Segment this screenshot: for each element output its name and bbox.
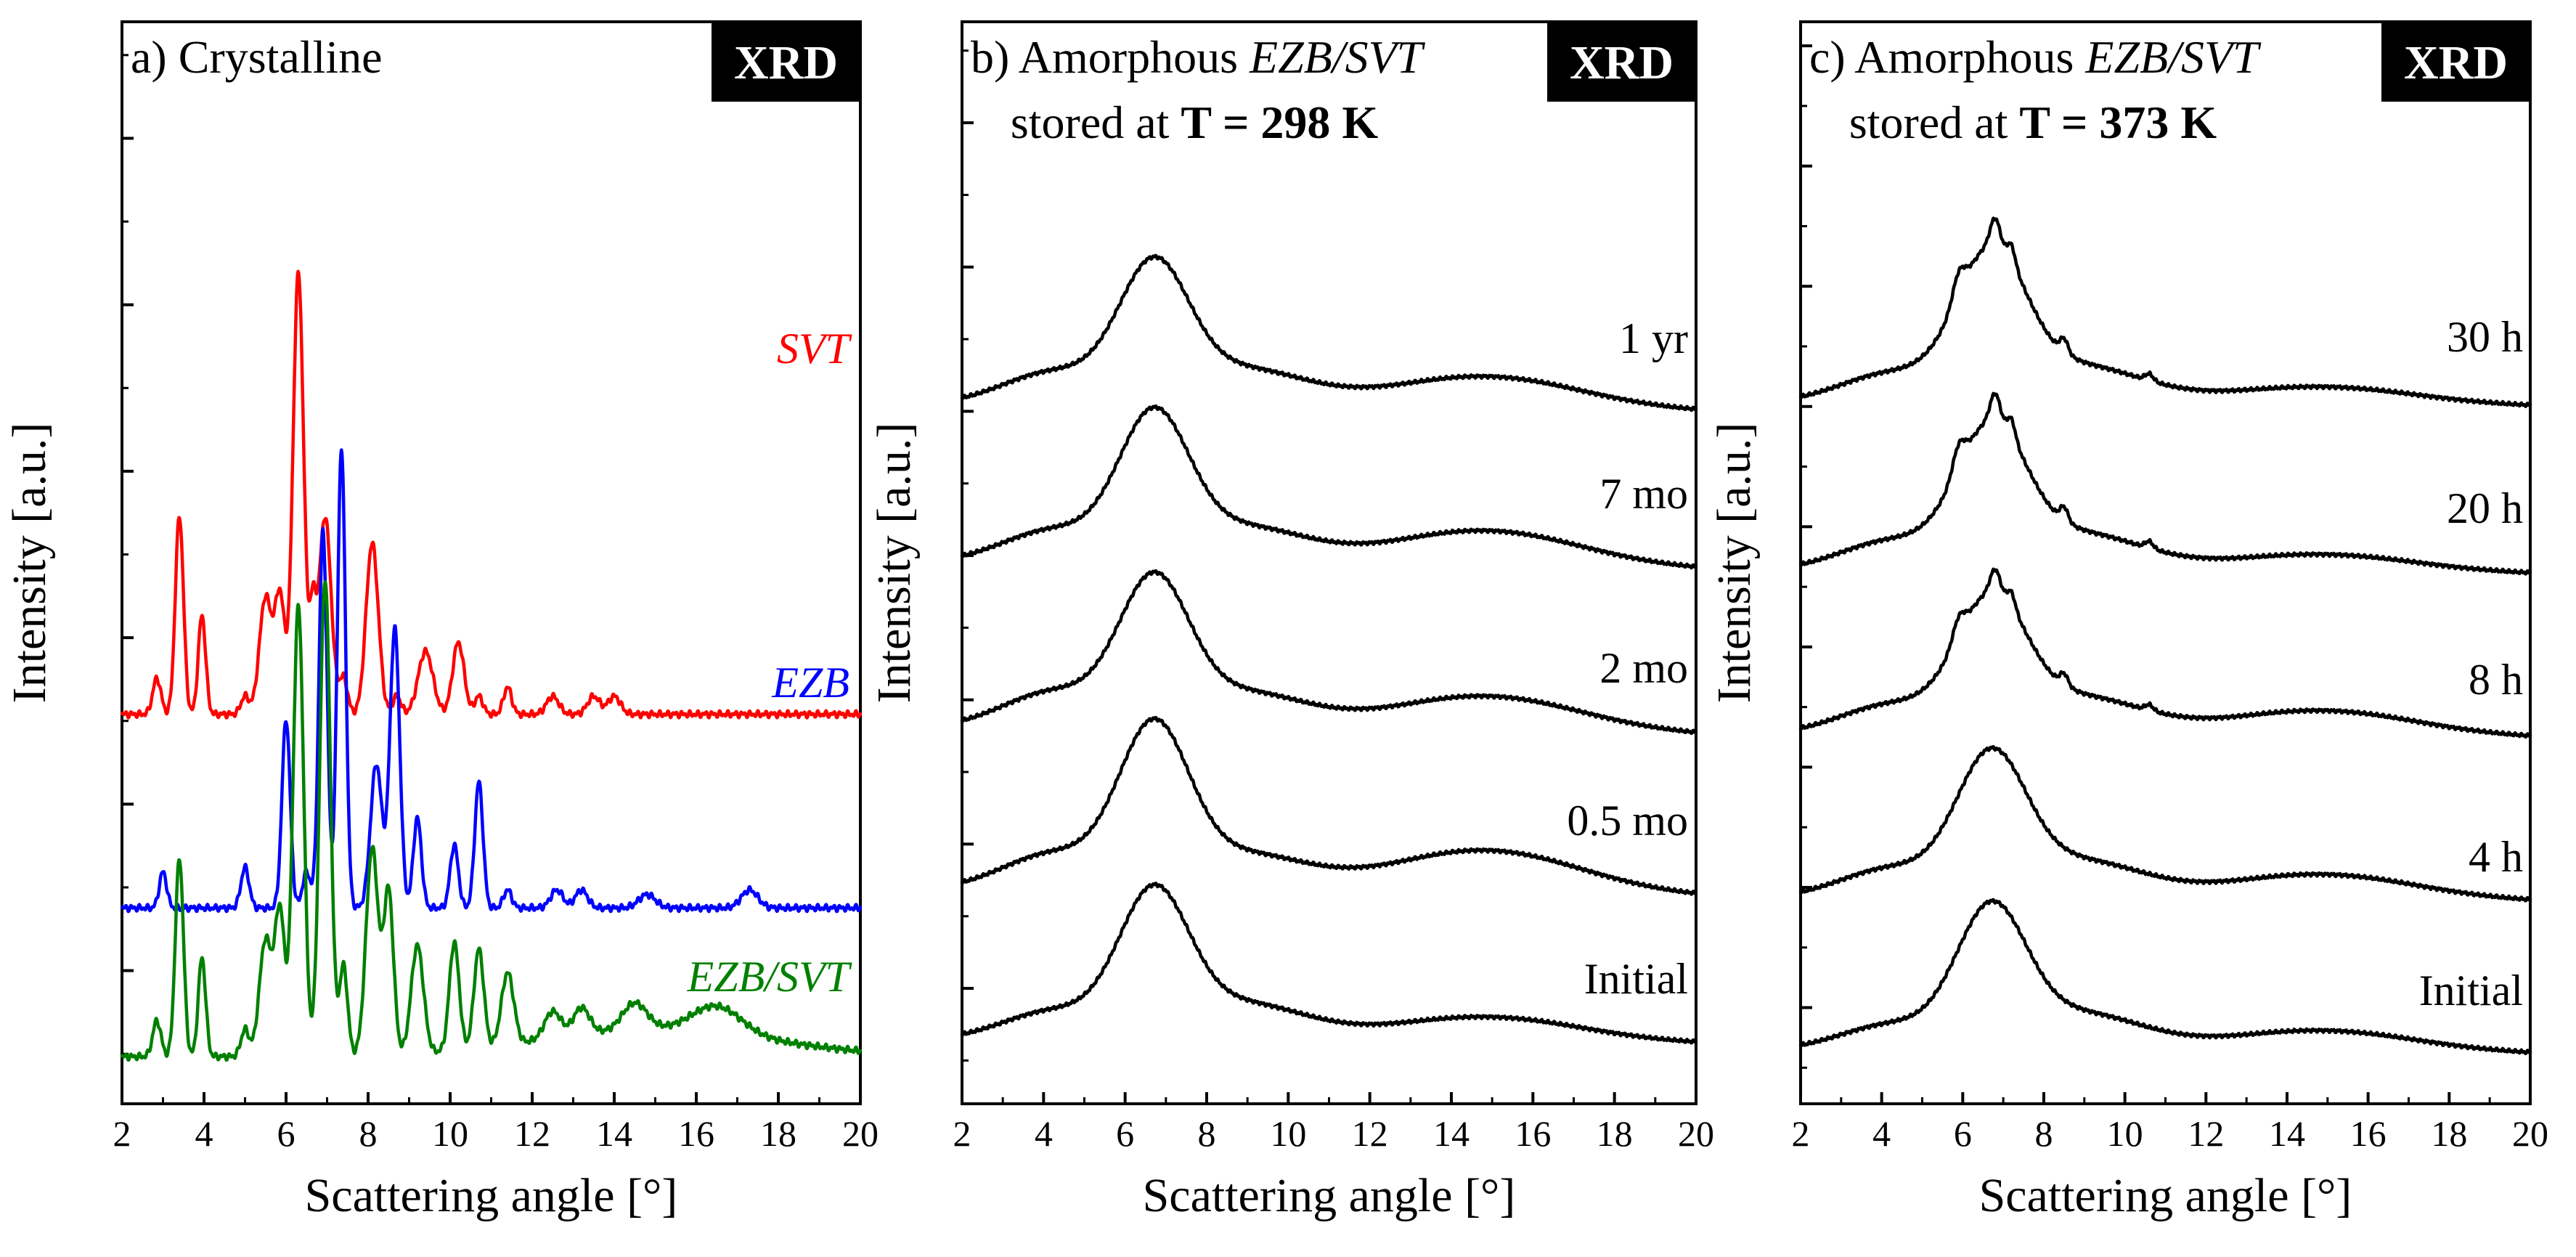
series-label: Initial [1584, 955, 1688, 1003]
series-label: 0.5 mo [1567, 797, 1688, 845]
x-tick-label: 10 [2107, 1113, 2143, 1154]
x-tick-label: 2 [1792, 1113, 1810, 1154]
series-line-initial [960, 882, 1698, 1045]
y-axis-title: Intensity [a.u.] [1708, 423, 1761, 704]
x-axis-title: Scattering angle [°] [305, 1169, 678, 1222]
series-line-ezb-svt [120, 580, 863, 1062]
series-line-7-mo [960, 404, 1698, 570]
x-tick-label: 20 [1678, 1113, 1714, 1154]
series-label: 30 h [2447, 313, 2523, 361]
series-label: 1 yr [1619, 314, 1688, 362]
series-line-1-yr [960, 253, 1698, 412]
series-line-20-h [1798, 391, 2532, 576]
xrd-badge [2381, 22, 2530, 102]
x-tick-label: 12 [514, 1113, 550, 1154]
x-tick-label: 6 [1116, 1113, 1134, 1154]
x-tick-label: 8 [1198, 1113, 1216, 1154]
y-axis-title: Intensity [a.u.] [868, 423, 921, 704]
x-tick-label: 16 [2350, 1113, 2387, 1154]
panel-subtitle: stored at T = 373 K [1849, 97, 2217, 148]
series-line-initial [1798, 898, 2532, 1056]
series-line-4-h [1798, 745, 2532, 903]
x-tick-label: 6 [277, 1113, 295, 1154]
xrd-badge-label: XRD [1570, 36, 1674, 89]
series-label: 2 mo [1599, 644, 1688, 692]
x-axis-title: Scattering angle [°] [1979, 1169, 2352, 1222]
xrd-badge [1547, 22, 1696, 102]
x-tick-label: 10 [1270, 1113, 1306, 1154]
x-tick-label: 18 [2431, 1113, 2467, 1154]
x-tick-label: 16 [1515, 1113, 1551, 1154]
panel-title: c) Amorphous EZB/SVT [1809, 31, 2262, 83]
x-tick-label: 4 [1872, 1113, 1891, 1154]
xrd-badge [712, 22, 860, 102]
x-tick-label: 8 [359, 1113, 378, 1154]
series-label: 4 h [2469, 833, 2523, 881]
xrd-badge-label: XRD [2404, 36, 2508, 89]
series-label: 20 h [2447, 484, 2523, 532]
series-line-ezb [120, 448, 863, 914]
x-tick-label: 18 [760, 1113, 796, 1154]
x-tick-label: 12 [1352, 1113, 1388, 1154]
x-axis-title: Scattering angle [°] [1143, 1169, 1516, 1222]
series-line-2-mo [960, 569, 1698, 736]
series-line-svt [120, 269, 863, 720]
series-label: Initial [2419, 967, 2523, 1014]
x-tick-label: 2 [953, 1113, 971, 1154]
panel-title: a) Crystalline [131, 31, 383, 83]
x-tick-label: 20 [842, 1113, 879, 1154]
x-tick-label: 8 [2035, 1113, 2053, 1154]
y-axis-title: Intensity [a.u.] [3, 423, 56, 704]
x-tick-label: 20 [2512, 1113, 2548, 1154]
series-line-8-h [1798, 567, 2532, 739]
panel-subtitle: stored at T = 298 K [1011, 97, 1379, 148]
x-tick-label: 14 [1433, 1113, 1470, 1154]
panel-title: b) Amorphous EZB/SVT [971, 31, 1426, 83]
panel-1: 2 4 6 8 10 12 14 16 18 20 Scattering angle [°] Inte… [3, 20, 879, 1222]
panel-2: 2 4 6 8 10 12 14 16 18 20 Scattering angle [°] Inte… [868, 20, 1714, 1222]
series-label: SVT [777, 325, 852, 373]
x-tick-label: 10 [432, 1113, 468, 1154]
x-tick-label: 12 [2188, 1113, 2224, 1154]
series-label: 7 mo [1599, 470, 1688, 518]
x-tick-label: 6 [1954, 1113, 1972, 1154]
panel-3: 2 4 6 8 10 12 14 16 18 20 Scattering angle [°] Inte… [1708, 20, 2548, 1222]
x-tick-label: 18 [1597, 1113, 1633, 1154]
plot-frame [121, 20, 862, 1105]
series-label: EZB/SVT [687, 953, 852, 1001]
series-line-0-5-mo [960, 715, 1698, 896]
x-tick-label: 14 [2269, 1113, 2305, 1154]
x-tick-label: 2 [113, 1113, 131, 1154]
series-label: 8 h [2469, 656, 2523, 704]
x-tick-label: 4 [195, 1113, 213, 1154]
series-label: EZB [771, 659, 849, 707]
plot-frame [961, 20, 1697, 1105]
x-tick-label: 14 [596, 1113, 632, 1154]
series-line-30-h [1798, 216, 2532, 408]
x-tick-label: 16 [678, 1113, 714, 1154]
x-tick-label: 4 [1035, 1113, 1053, 1154]
xrd-badge-label: XRD [734, 36, 838, 89]
